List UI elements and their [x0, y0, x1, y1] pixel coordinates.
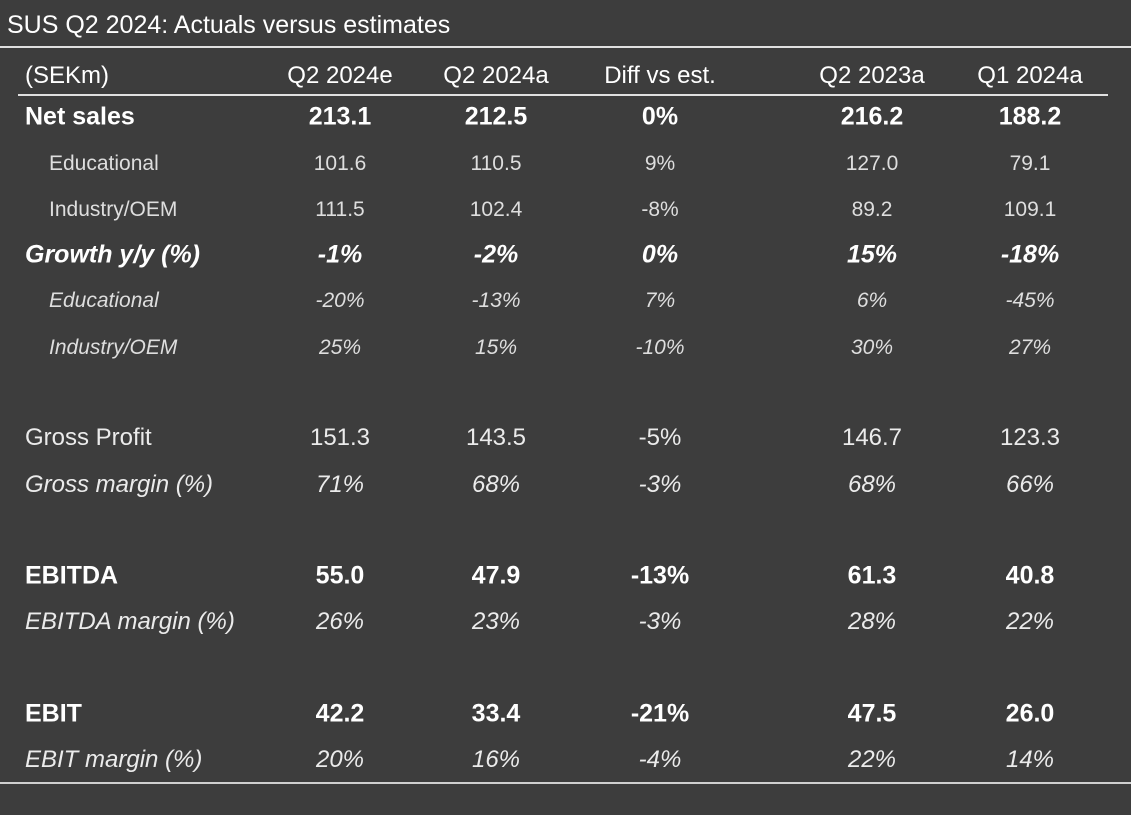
table-cell: 15%: [474, 336, 518, 359]
header-col-q2-2024a: Q2 2024a: [443, 62, 549, 89]
table-cell: 40.8: [1005, 561, 1055, 590]
table-cell: 151.3: [309, 424, 371, 451]
table-cell: 22%: [847, 746, 897, 773]
table-cell: -1%: [317, 240, 363, 269]
table-cell: 0%: [641, 240, 679, 269]
row-label: Gross margin (%): [25, 471, 214, 498]
row-label: Industry/OEM: [49, 336, 178, 359]
table-cell: 25%: [318, 336, 362, 359]
table-cell: 213.1: [308, 102, 372, 131]
table-cell: 143.5: [465, 424, 527, 451]
row-label: Educational: [49, 289, 159, 312]
table-cell: -3%: [638, 608, 682, 635]
table-cell: 188.2: [998, 102, 1062, 131]
table-title: SUS Q2 2024: Actuals versus estimates: [7, 11, 451, 39]
table-cell: 79.1: [1009, 152, 1051, 175]
table-cell: 216.2: [840, 102, 904, 131]
table-cell: 22%: [1005, 608, 1055, 635]
table-cell: 20%: [315, 746, 365, 773]
table-cell: 89.2: [851, 198, 893, 221]
table-cell: 111.5: [315, 198, 365, 221]
header-col-q2-2023a: Q2 2023a: [819, 62, 925, 89]
row-label: Net sales: [25, 102, 135, 131]
header-divider: [18, 94, 1108, 96]
table-cell: 109.1: [1003, 198, 1057, 221]
table-cell: 127.0: [845, 152, 899, 175]
table-cell: 23%: [471, 608, 521, 635]
table-cell: -21%: [630, 699, 690, 728]
table-cell: 16%: [471, 746, 521, 773]
table-cell: 0%: [641, 102, 679, 131]
table-cell: 14%: [1005, 746, 1055, 773]
table-cell: 7%: [644, 289, 676, 312]
table-cell: -20%: [315, 289, 365, 312]
table-cell: 9%: [644, 152, 676, 175]
row-label: Industry/OEM: [49, 198, 178, 221]
row-label: Educational: [49, 152, 159, 175]
table-cell: -13%: [630, 561, 690, 590]
table-cell: 212.5: [464, 102, 528, 131]
table-cell: 61.3: [847, 561, 897, 590]
table-cell: -45%: [1005, 289, 1055, 312]
table-cell: 30%: [850, 336, 894, 359]
bottom-divider: [0, 782, 1131, 784]
table-cell: 66%: [1005, 471, 1055, 498]
table-cell: 47.9: [471, 561, 521, 590]
table-cell: 15%: [846, 240, 898, 269]
table-cell: -5%: [638, 424, 682, 451]
table-cell: -4%: [638, 746, 682, 773]
header-col-q1-2024a: Q1 2024a: [977, 62, 1083, 89]
table-cell: 42.2: [315, 699, 365, 728]
table-cell: -2%: [473, 240, 519, 269]
row-label: Gross Profit: [25, 424, 152, 451]
header-unit-label: (SEKm): [25, 62, 109, 89]
table-cell: 71%: [315, 471, 365, 498]
table-cell: 102.4: [469, 198, 523, 221]
table-cell: -8%: [641, 198, 679, 221]
table-cell: -3%: [638, 471, 682, 498]
table-cell: 101.6: [313, 152, 367, 175]
row-label: EBIT margin (%): [25, 746, 203, 773]
table-cell: 123.3: [999, 424, 1061, 451]
table-cell: 146.7: [841, 424, 903, 451]
table-cell: 6%: [856, 289, 888, 312]
table-cell: 26%: [315, 608, 365, 635]
row-label: EBIT: [25, 699, 82, 728]
row-label: EBITDA margin (%): [25, 608, 235, 635]
table-cell: -10%: [635, 336, 685, 359]
table-cell: 27%: [1008, 336, 1052, 359]
header-col-diff: Diff vs est.: [604, 62, 716, 89]
table-cell: 68%: [471, 471, 521, 498]
table-cell: 55.0: [315, 561, 365, 590]
table-cell: 26.0: [1005, 699, 1055, 728]
title-divider: [0, 46, 1131, 48]
table-cell: 68%: [847, 471, 897, 498]
table-cell: -13%: [471, 289, 521, 312]
row-label: EBITDA: [25, 561, 119, 590]
header-col-q2-2024e: Q2 2024e: [287, 62, 393, 89]
table-cell: 47.5: [847, 699, 897, 728]
table-cell: 110.5: [470, 152, 522, 175]
table-cell: 28%: [847, 608, 897, 635]
table-cell: 33.4: [471, 699, 521, 728]
table-cell: -18%: [1000, 240, 1060, 269]
row-label: Growth y/y (%): [25, 240, 201, 269]
